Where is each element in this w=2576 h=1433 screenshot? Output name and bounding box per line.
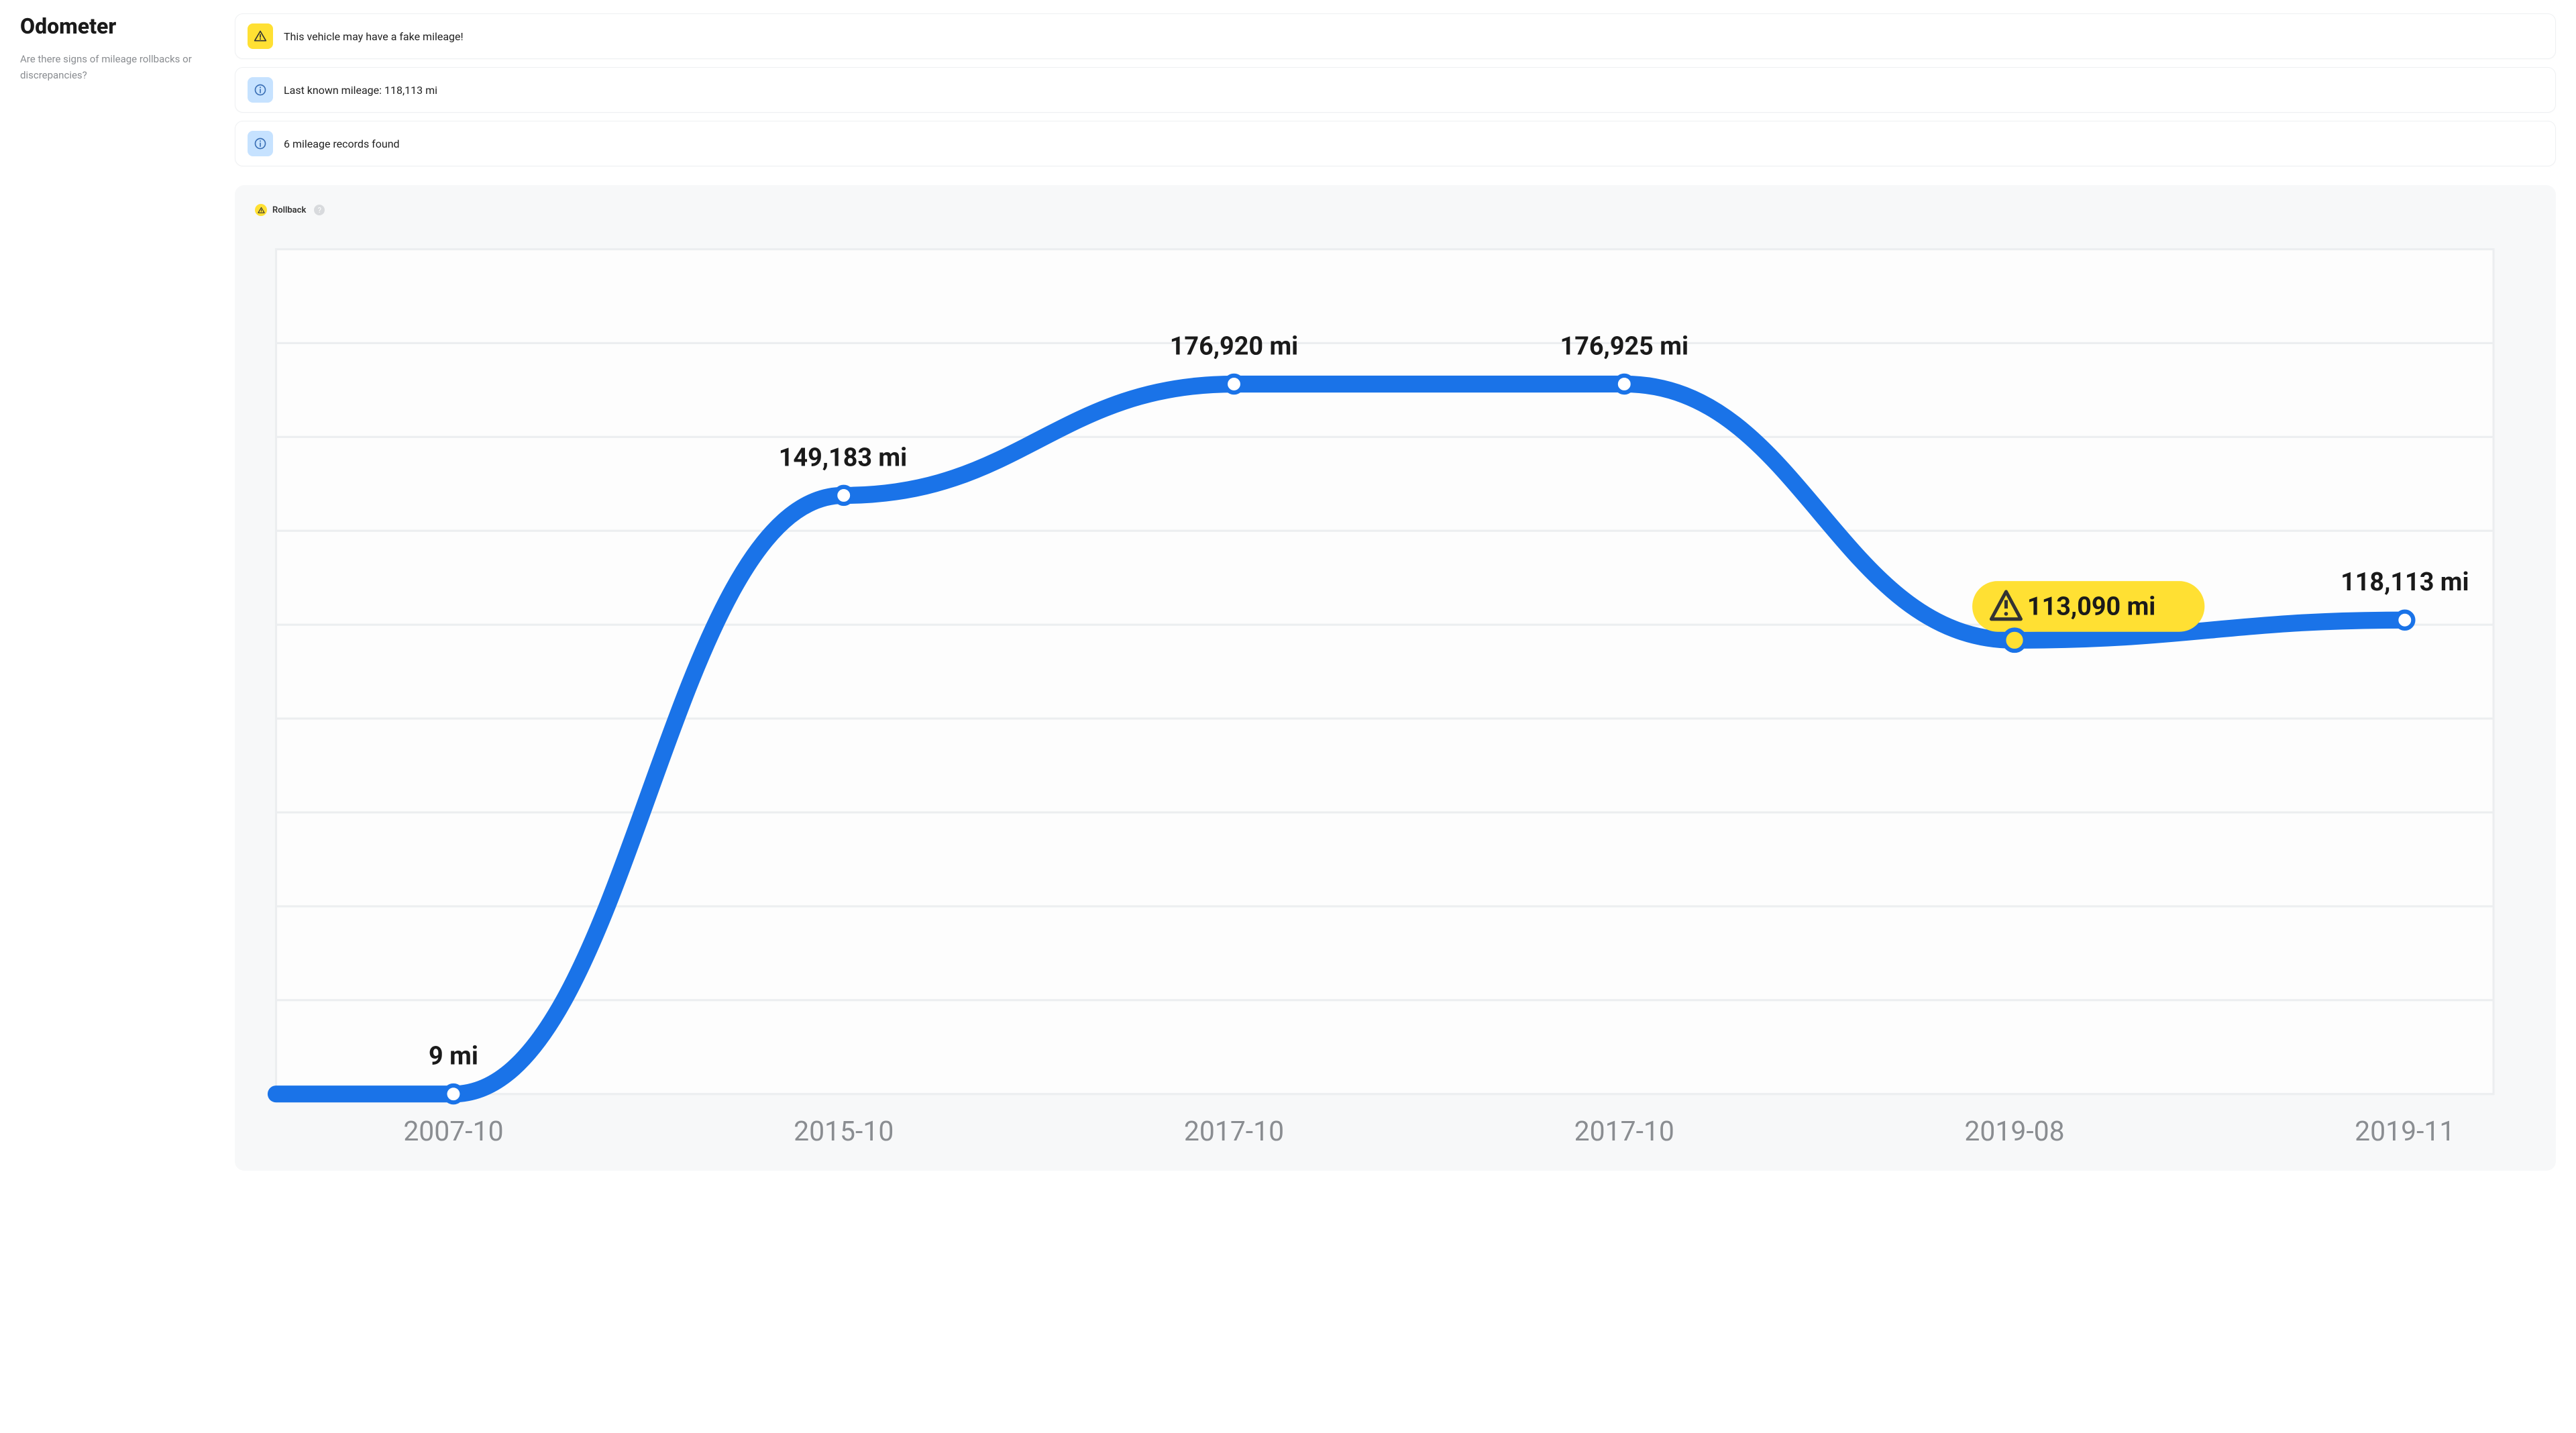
svg-text:2007-10: 2007-10 [403,1115,503,1147]
mileage-card: Last known mileage: 118,113 mi [235,67,2556,113]
warning-icon [248,23,273,49]
info-icon [248,77,273,103]
svg-text:118,113 mi: 118,113 mi [2341,568,2469,597]
svg-text:149,183 mi: 149,183 mi [779,443,907,472]
sidebar: Odometer Are there signs of mileage roll… [20,13,208,1171]
info-icon [248,131,273,156]
odometer-chart: 9 mi 2007-10 149,183 mi 2015-10 176,920 mi 20… [255,228,2536,1157]
page-subtitle: Are there signs of mileage rollbacks or … [20,51,208,83]
svg-text:2017-10: 2017-10 [1184,1115,1284,1147]
mileage-text: Last known mileage: 118,113 mi [284,84,437,97]
chart-card: Rollback ? 9 mi 2007-10 149,183 mi 2015-10 1… [235,185,2556,1171]
svg-text:9 mi: 9 mi [429,1042,478,1071]
svg-text:2015-10: 2015-10 [794,1115,894,1147]
line-chart-svg: 9 mi 2007-10 149,183 mi 2015-10 176,920 mi 20… [255,228,2536,1157]
svg-text:2019-08: 2019-08 [1964,1115,2064,1147]
help-icon[interactable]: ? [314,205,325,215]
records-card: 6 mileage records found [235,121,2556,166]
svg-text:2017-10: 2017-10 [1574,1115,1674,1147]
page-title: Odometer [20,13,208,39]
chart-legend: Rollback ? [255,204,2536,216]
svg-text:176,925 mi: 176,925 mi [1560,331,1688,361]
main-content: This vehicle may have a fake mileage! La… [235,13,2556,1171]
svg-text:176,920 mi: 176,920 mi [1170,331,1298,361]
rollback-legend-label: Rollback [272,205,306,215]
records-text: 6 mileage records found [284,138,400,150]
rollback-legend-icon [255,204,267,216]
svg-text:2019-11: 2019-11 [2355,1115,2455,1147]
warning-text: This vehicle may have a fake mileage! [284,30,464,43]
warning-card: This vehicle may have a fake mileage! [235,13,2556,59]
svg-text:113,090 mi: 113,090 mi [2027,592,2155,622]
